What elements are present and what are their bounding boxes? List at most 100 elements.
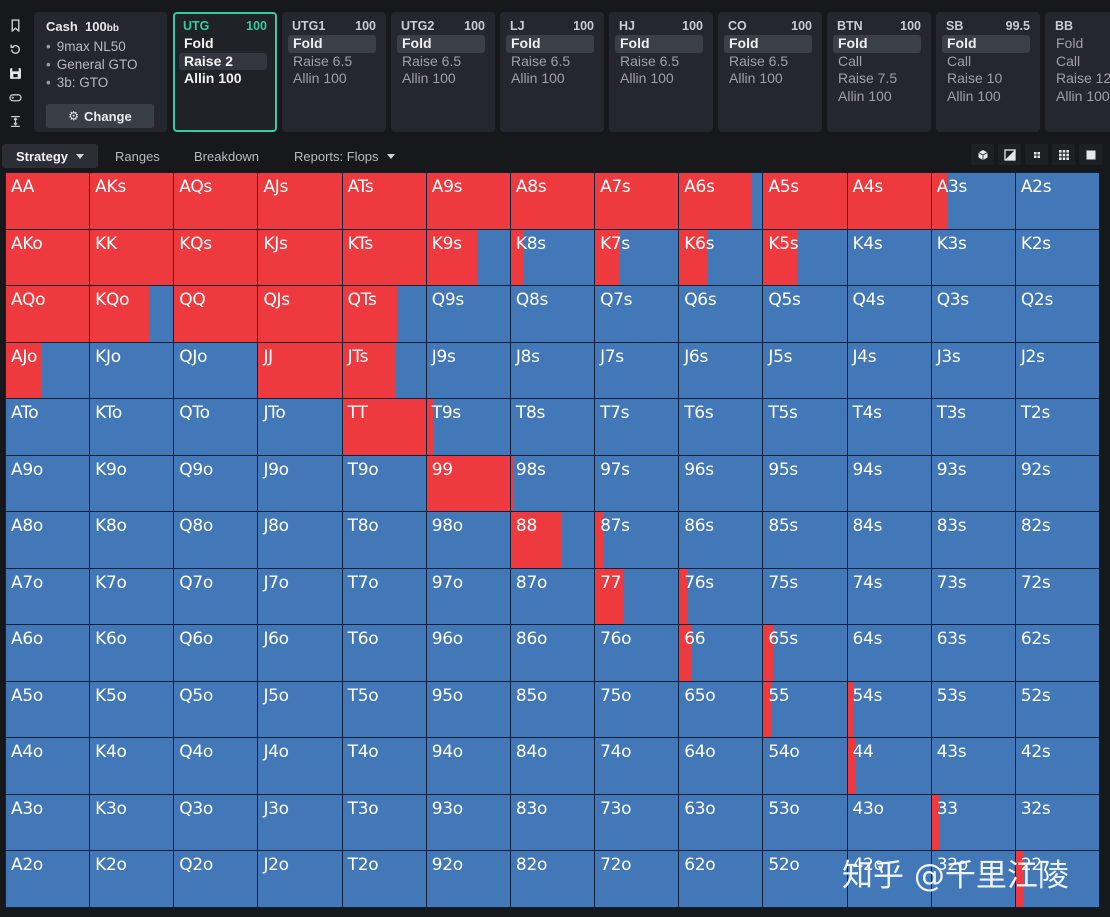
save-icon[interactable]: [6, 64, 24, 82]
hand-cell[interactable]: J6o: [258, 625, 342, 681]
hand-cell[interactable]: A7o: [6, 568, 90, 625]
action-option[interactable]: Raise 6.5: [511, 52, 571, 69]
hand-cell[interactable]: K7s: [595, 229, 679, 286]
position-card-bb[interactable]: BB Fold Call Raise 12 Allin 100: [1045, 12, 1110, 132]
hand-cell[interactable]: Q7s: [595, 286, 679, 342]
hand-cell[interactable]: 62o: [679, 851, 763, 907]
hand-cell[interactable]: 86s: [679, 512, 763, 568]
hand-cell[interactable]: T5s: [763, 399, 847, 455]
hand-cell[interactable]: K2o: [90, 851, 174, 907]
hand-cell[interactable]: T8s: [510, 399, 595, 455]
action-option[interactable]: Raise 6.5: [402, 52, 462, 69]
action-option[interactable]: Allin 100: [184, 70, 242, 86]
position-card-hj[interactable]: HJ 100 Fold Raise 6.5 Allin 100: [609, 12, 713, 132]
hand-cell[interactable]: JJ: [258, 342, 342, 399]
hand-cell[interactable]: QTo: [174, 399, 258, 455]
hand-cell[interactable]: AQs: [174, 173, 258, 229]
action-option[interactable]: Fold: [615, 35, 703, 53]
hand-cell[interactable]: 65o: [679, 681, 763, 738]
hand-cell[interactable]: QJs: [258, 286, 342, 342]
hand-cell[interactable]: T5o: [342, 681, 426, 738]
action-option[interactable]: Allin 100: [947, 87, 1001, 104]
hand-cell[interactable]: K9s: [426, 229, 510, 286]
action-option[interactable]: Fold: [288, 35, 376, 53]
action-option[interactable]: Allin 100: [1056, 87, 1110, 104]
action-option[interactable]: Raise 6.5: [729, 52, 789, 69]
hand-cell[interactable]: A9o: [6, 455, 90, 512]
hand-cell[interactable]: A8s: [510, 173, 595, 229]
change-button[interactable]: ⚙ Change: [46, 104, 154, 128]
hand-cell[interactable]: 43o: [847, 794, 931, 851]
hand-cell[interactable]: 85o: [510, 681, 595, 738]
hand-cell[interactable]: K8o: [90, 512, 174, 568]
hand-cell[interactable]: Q4s: [847, 286, 931, 342]
hand-cell[interactable]: 85s: [763, 512, 847, 568]
hand-cell[interactable]: K3s: [931, 229, 1015, 286]
hand-cell[interactable]: T6o: [342, 625, 426, 681]
hand-cell[interactable]: 76s: [679, 568, 763, 625]
hand-cell[interactable]: 94s: [847, 455, 931, 512]
hand-cell[interactable]: K5s: [763, 229, 847, 286]
hand-cell[interactable]: 64s: [847, 625, 931, 681]
action-option[interactable]: Fold: [397, 35, 485, 53]
hand-cell[interactable]: KTs: [342, 229, 426, 286]
action-option[interactable]: Call: [838, 52, 863, 69]
hand-cell[interactable]: 72s: [1015, 568, 1099, 625]
hand-cell[interactable]: J5o: [258, 681, 342, 738]
hand-cell[interactable]: Q3o: [174, 794, 258, 851]
hand-cell[interactable]: TT: [342, 399, 426, 455]
hand-cell[interactable]: A5s: [763, 173, 847, 229]
hand-cell[interactable]: KQo: [90, 286, 174, 342]
action-option[interactable]: Call: [947, 52, 972, 69]
bookmark-icon[interactable]: [6, 16, 24, 34]
hand-cell[interactable]: 62s: [1015, 625, 1099, 681]
hand-cell[interactable]: A2s: [1015, 173, 1099, 229]
hand-cell[interactable]: QTs: [342, 286, 426, 342]
action-option[interactable]: Raise 12: [1056, 70, 1110, 86]
hand-cell[interactable]: 82s: [1015, 512, 1099, 568]
hand-cell[interactable]: 87o: [510, 568, 595, 625]
position-card-sb[interactable]: SB 99.5 Fold Call Raise 10 Allin 100: [936, 12, 1040, 132]
hand-cell[interactable]: 93o: [426, 794, 510, 851]
position-card-btn[interactable]: BTN 100 Fold Call Raise 7.5 Allin 100: [827, 12, 931, 132]
hand-cell[interactable]: KTo: [90, 399, 174, 455]
hand-cell[interactable]: K8s: [510, 229, 595, 286]
square-icon[interactable]: [1079, 144, 1102, 165]
hand-cell[interactable]: K4s: [847, 229, 931, 286]
hand-cell[interactable]: Q5o: [174, 681, 258, 738]
hand-cell[interactable]: KQs: [174, 229, 258, 286]
action-option[interactable]: Allin 100: [620, 70, 674, 86]
hand-cell[interactable]: K3o: [90, 794, 174, 851]
hand-cell[interactable]: 33: [931, 794, 1015, 851]
hand-cell[interactable]: AJo: [6, 342, 90, 399]
hand-cell[interactable]: 53s: [931, 681, 1015, 738]
hand-cell[interactable]: J2s: [1015, 342, 1099, 399]
hand-cell[interactable]: Q2o: [174, 851, 258, 907]
hand-cell[interactable]: AJs: [258, 173, 342, 229]
hand-cell[interactable]: J8s: [510, 342, 595, 399]
hand-cell[interactable]: 96o: [426, 625, 510, 681]
hand-cell[interactable]: KJo: [90, 342, 174, 399]
hand-cell[interactable]: A4s: [847, 173, 931, 229]
hand-cell[interactable]: 74o: [595, 738, 679, 794]
hand-cell[interactable]: 63o: [679, 794, 763, 851]
hand-cell[interactable]: 99: [426, 455, 510, 512]
hand-cell[interactable]: 82o: [510, 851, 595, 907]
hand-cell[interactable]: 32s: [1015, 794, 1099, 851]
position-card-lj[interactable]: LJ 100 Fold Raise 6.5 Allin 100: [500, 12, 604, 132]
action-option[interactable]: Fold: [833, 35, 921, 53]
hand-cell[interactable]: 97o: [426, 568, 510, 625]
action-option[interactable]: Fold: [506, 35, 594, 53]
hand-cell[interactable]: J7s: [595, 342, 679, 399]
compact-grid-icon[interactable]: [1025, 144, 1048, 165]
hand-cell[interactable]: Q9s: [426, 286, 510, 342]
hand-cell[interactable]: J5s: [763, 342, 847, 399]
hand-cell[interactable]: Q6o: [174, 625, 258, 681]
hand-cell[interactable]: T9s: [426, 399, 510, 455]
hand-cell[interactable]: A9s: [426, 173, 510, 229]
hand-cell[interactable]: ATs: [342, 173, 426, 229]
hand-cell[interactable]: T4s: [847, 399, 931, 455]
hand-cell[interactable]: K6s: [679, 229, 763, 286]
contrast-icon[interactable]: [998, 144, 1021, 165]
hand-cell[interactable]: A5o: [6, 681, 90, 738]
